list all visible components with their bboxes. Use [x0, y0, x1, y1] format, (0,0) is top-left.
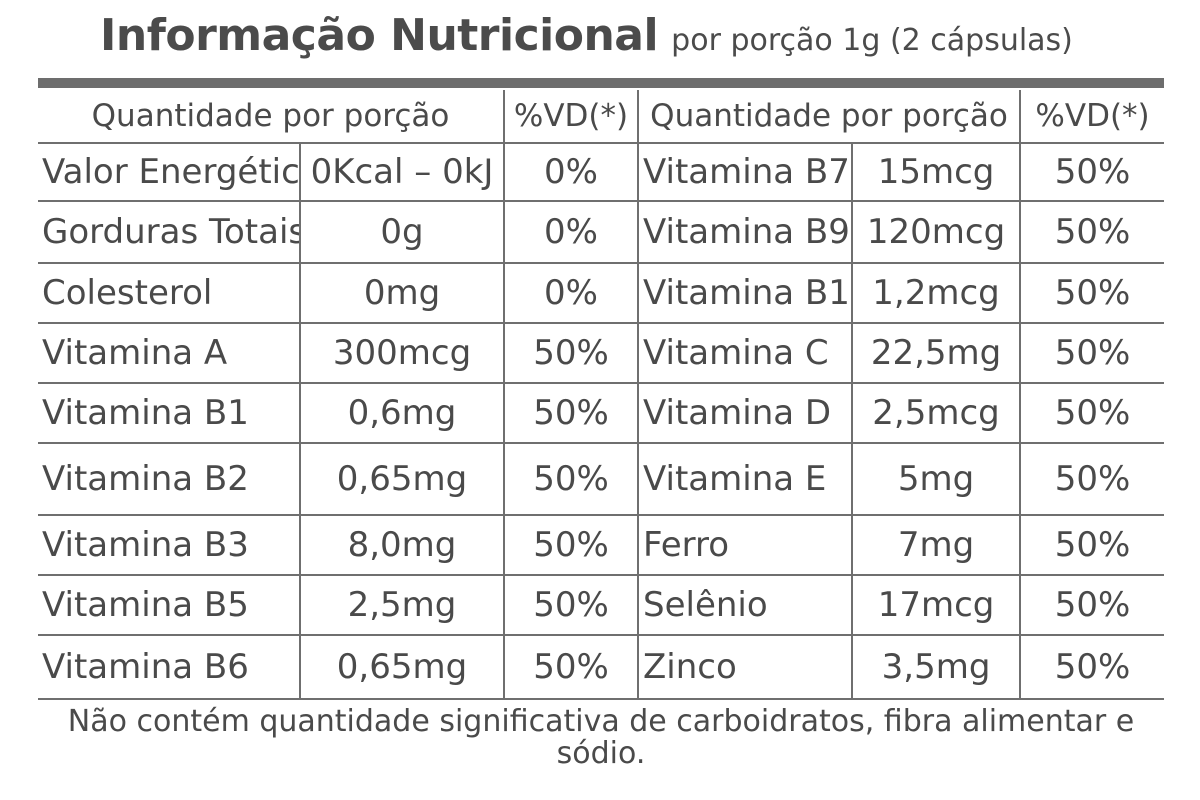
nutrient-name-left: Valor Energético — [38, 143, 301, 202]
nutrient-name-right: Vitamina D — [638, 383, 854, 444]
nutrient-amount-left: 0mg — [300, 263, 506, 324]
table-row: Colesterol 0mg 0% Vitamina B12 1,2mcg 50% — [38, 263, 1165, 324]
nutrient-vd-right: 50% — [1020, 575, 1165, 636]
nutrient-vd-left: 0% — [504, 201, 640, 264]
nutrient-amount-left: 0,6mg — [300, 383, 506, 444]
nutrient-name-left: Vitamina B5 — [38, 575, 301, 636]
header-quantity-left: Quantidade por porção — [38, 90, 506, 144]
nutrient-name-right: Zinco — [638, 635, 854, 700]
footer-note: Não contém quantidade significativa de c… — [67, 704, 1135, 771]
nutrient-vd-left: 0% — [504, 143, 640, 202]
nutrient-name-left: Colesterol — [38, 263, 301, 324]
header-vd-left: %VD(*) — [504, 90, 640, 144]
nutrient-name-left: Vitamina B2 — [38, 443, 301, 516]
nutrient-name-right: Vitamina B9 — [638, 201, 854, 264]
nutrient-amount-right: 1,2mcg — [852, 263, 1022, 324]
nutrient-vd-right: 50% — [1020, 383, 1165, 444]
nutrient-amount-right: 22,5mg — [852, 323, 1022, 384]
nutrient-amount-left: 0,65mg — [300, 635, 506, 700]
nutrient-amount-right: 17mcg — [852, 575, 1022, 636]
nutrient-name-left: Gorduras Totais — [38, 201, 301, 264]
nutrient-vd-left: 0% — [504, 263, 640, 324]
nutrition-table: Quantidade por porção %VD(*) Quantidade … — [38, 90, 1165, 700]
nutrient-name-right: Ferro — [638, 515, 854, 576]
nutrient-vd-left: 50% — [504, 635, 640, 700]
table-row: Vitamina B2 0,65mg 50% Vitamina E 5mg 50% — [38, 443, 1165, 516]
nutrient-amount-right: 120mcg — [852, 201, 1022, 264]
header-vd-right: %VD(*) — [1020, 90, 1165, 144]
nutrient-name-right: Vitamina B7 — [638, 143, 854, 202]
table-header-row: Quantidade por porção %VD(*) Quantidade … — [38, 90, 1165, 144]
nutrient-amount-left: 0,65mg — [300, 443, 506, 516]
nutrient-amount-left: 0g — [300, 201, 506, 264]
nutrient-name-left: Vitamina B6 — [38, 635, 301, 700]
nutrient-vd-left: 50% — [504, 383, 640, 444]
nutrient-amount-right: 7mg — [852, 515, 1022, 576]
table-row: Vitamina A 300mcg 50% Vitamina C 22,5mg 50% — [38, 323, 1165, 384]
serving-subtitle: por porção 1g (2 cápsulas) — [671, 23, 1073, 58]
nutrient-amount-right: 5mg — [852, 443, 1022, 516]
nutrient-vd-right: 50% — [1020, 323, 1165, 384]
nutrient-name-left: Vitamina A — [38, 323, 301, 384]
table-row: Valor Energético 0Kcal – 0kJ 0% Vitamina B7… — [38, 143, 1165, 202]
nutrient-vd-left: 50% — [504, 323, 640, 384]
nutrient-vd-right: 50% — [1020, 201, 1165, 264]
nutrient-name-left: Vitamina B1 — [38, 383, 301, 444]
nutrient-amount-right: 2,5mcg — [852, 383, 1022, 444]
title-divider — [38, 78, 1164, 88]
header-quantity-right: Quantidade por porção — [638, 90, 1022, 144]
table-row: Vitamina B5 2,5mg 50% Selênio 17mcg 50% — [38, 575, 1165, 636]
nutrient-name-left: Vitamina B3 — [38, 515, 301, 576]
nutrient-vd-right: 50% — [1020, 143, 1165, 202]
nutrient-vd-right: 50% — [1020, 635, 1165, 700]
nutrient-amount-left: 8,0mg — [300, 515, 506, 576]
nutrition-title: Informação Nutricional por porção 1g (2 … — [100, 14, 1073, 58]
nutrient-amount-right: 15mcg — [852, 143, 1022, 202]
nutrient-name-right: Selênio — [638, 575, 854, 636]
nutrient-vd-right: 50% — [1020, 263, 1165, 324]
table-row: Vitamina B6 0,65mg 50% Zinco 3,5mg 50% — [38, 635, 1165, 700]
nutrient-amount-left: 0Kcal – 0kJ — [300, 143, 506, 202]
nutrient-amount-left: 300mcg — [300, 323, 506, 384]
nutrient-vd-left: 50% — [504, 443, 640, 516]
nutrient-vd-right: 50% — [1020, 515, 1165, 576]
nutrient-amount-left: 2,5mg — [300, 575, 506, 636]
nutrient-name-right: Vitamina B12 — [638, 263, 854, 324]
nutrient-vd-left: 50% — [504, 575, 640, 636]
nutrient-vd-right: 50% — [1020, 443, 1165, 516]
nutrient-name-right: Vitamina E — [638, 443, 854, 516]
nutrient-amount-right: 3,5mg — [852, 635, 1022, 700]
page-title: Informação Nutricional — [100, 10, 659, 61]
nutrient-name-right: Vitamina C — [638, 323, 854, 384]
table-row: Gorduras Totais 0g 0% Vitamina B9 120mcg 50% — [38, 201, 1165, 264]
table-row: Vitamina B3 8,0mg 50% Ferro 7mg 50% — [38, 515, 1165, 576]
nutrient-vd-left: 50% — [504, 515, 640, 576]
table-row: Vitamina B1 0,6mg 50% Vitamina D 2,5mcg 50% — [38, 383, 1165, 444]
